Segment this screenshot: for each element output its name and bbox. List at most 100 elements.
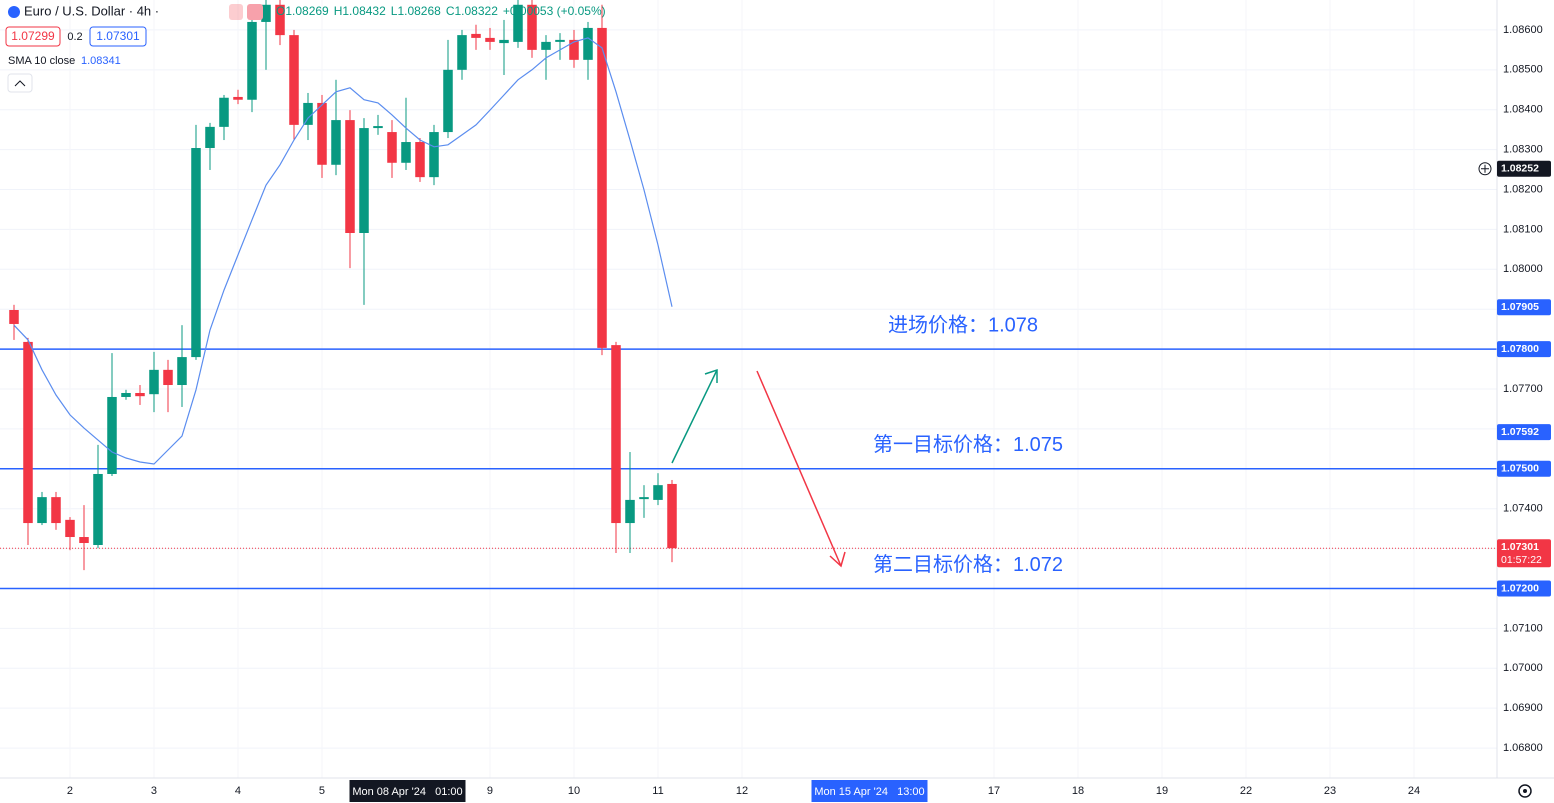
compare-icon[interactable] — [247, 4, 263, 20]
candle-body — [317, 102, 327, 165]
candle-body — [191, 148, 201, 358]
green-arrow — [671, 368, 718, 464]
time-marker-label: Mon 15 Apr '24 13:00 — [814, 786, 924, 798]
x-tick-label: 2 — [67, 785, 73, 797]
candle-body — [23, 341, 33, 524]
candle-body — [555, 39, 565, 42]
candle-body — [261, 4, 271, 22]
bid-box[interactable] — [5, 26, 61, 47]
last-price-box — [1497, 539, 1551, 568]
candle-body — [485, 37, 495, 42]
x-tick-label: 23 — [1324, 785, 1336, 797]
y-tick-label: 1.08500 — [1503, 64, 1543, 76]
x-tick-label: 4 — [235, 785, 241, 797]
y-tick-label: 1.08400 — [1503, 104, 1543, 116]
annotation: 第一目标价格：1.075 — [873, 433, 1063, 456]
candle-body — [345, 120, 355, 234]
y-tick-label: 1.07400 — [1503, 503, 1543, 515]
candle-body — [527, 4, 537, 50]
candle-body — [597, 27, 607, 348]
candle-body — [205, 126, 215, 149]
collapse-icon — [14, 80, 26, 87]
sma-line — [13, 37, 673, 465]
price-label: 1.07592 — [1501, 426, 1539, 438]
symbol-title: Euro / U.S. Dollar · 4h · — [24, 3, 159, 18]
price-label-box — [1497, 160, 1551, 177]
candle-body — [51, 497, 61, 524]
crosshair-plus-icon — [1481, 164, 1489, 173]
spread: 0.2 — [67, 31, 82, 43]
time-marker-label: Mon 08 Apr '24 01:00 — [352, 786, 462, 798]
y-tick-label: 1.08600 — [1503, 24, 1543, 36]
last-price-label: 1.07301 — [1501, 541, 1539, 553]
collapse-button[interactable] — [7, 73, 33, 93]
price-label-box — [1497, 299, 1551, 316]
x-tick-label: 9 — [487, 785, 493, 797]
y-tick-label: 1.07000 — [1503, 662, 1543, 674]
ohlc-readout: C1.08322 — [446, 4, 498, 18]
candle-body — [471, 33, 481, 38]
candle-body — [387, 132, 397, 163]
candle-body — [275, 4, 285, 36]
plot: 进场价格：1.078 第一目标价格：1.075 第二目标价格：1.072 — [0, 0, 1497, 590]
y-tick-label: 1.07700 — [1503, 383, 1543, 395]
candle-body — [653, 485, 663, 500]
annotation: 进场价格：1.078 — [888, 313, 1038, 336]
candle-body — [667, 483, 677, 549]
candle-body — [499, 39, 509, 44]
x-tick-label: 18 — [1072, 785, 1084, 797]
candle-body — [415, 142, 425, 178]
candle-body — [135, 392, 145, 397]
price-label: 1.07800 — [1501, 343, 1539, 355]
candle-body — [611, 345, 621, 524]
candle-body — [373, 126, 383, 129]
price-label-box — [1497, 424, 1551, 441]
ask: 1.07301 — [96, 29, 140, 43]
price-label-box — [1497, 580, 1551, 597]
time-marker-box — [811, 780, 928, 802]
price-label-box — [1497, 460, 1551, 477]
x-tick-label: 11 — [652, 785, 663, 797]
ohlc-readout: H1.08432 — [334, 4, 386, 18]
price-label: 1.07905 — [1501, 301, 1539, 313]
price-label-box — [1497, 341, 1551, 358]
x-tick-label: 10 — [568, 785, 580, 797]
x-tick-label: 19 — [1156, 785, 1168, 797]
candle-body — [233, 96, 243, 100]
candle-body — [443, 69, 453, 133]
candle-body — [247, 21, 257, 100]
candle-body — [541, 41, 551, 50]
candle-body — [121, 392, 131, 397]
candle-body — [79, 537, 89, 544]
time-marker-box — [349, 780, 466, 802]
indicator-icon[interactable] — [229, 4, 243, 20]
candle-body — [513, 4, 523, 42]
candle-body — [331, 120, 341, 165]
candle-body — [429, 132, 439, 178]
x-tick-label: 5 — [319, 785, 325, 797]
candle-body — [65, 519, 75, 538]
y-tick-label: 1.08300 — [1503, 144, 1543, 156]
legend: Euro / U.S. Dollar · 4h · 1.07299 0.2 1.… — [5, 3, 263, 93]
ohlc-readout: +0.00053 (+0.05%) — [503, 4, 606, 18]
candle-body — [177, 357, 187, 386]
price-label: 1.07500 — [1501, 463, 1539, 475]
price-label: 1.08252 — [1501, 163, 1539, 175]
candle-body — [219, 97, 229, 127]
y-tick-label: 1.08100 — [1503, 223, 1543, 235]
y-tick-label: 1.06900 — [1503, 702, 1543, 714]
candle-body — [37, 497, 47, 524]
candle-body — [583, 27, 593, 60]
candle-body — [289, 35, 299, 125]
candle-body — [107, 396, 117, 474]
price-label: 1.07200 — [1501, 582, 1539, 594]
y-tick-label: 1.06800 — [1503, 742, 1543, 754]
ohlc-readout: L1.08268 — [391, 4, 441, 18]
y-tick-label: 1.08200 — [1503, 183, 1543, 195]
x-tick-label: 22 — [1240, 785, 1252, 797]
countdown: 01:57:22 — [1501, 554, 1542, 566]
candle-body — [303, 102, 313, 125]
settings-icon[interactable] — [1518, 784, 1532, 798]
ask-box[interactable] — [89, 26, 147, 47]
